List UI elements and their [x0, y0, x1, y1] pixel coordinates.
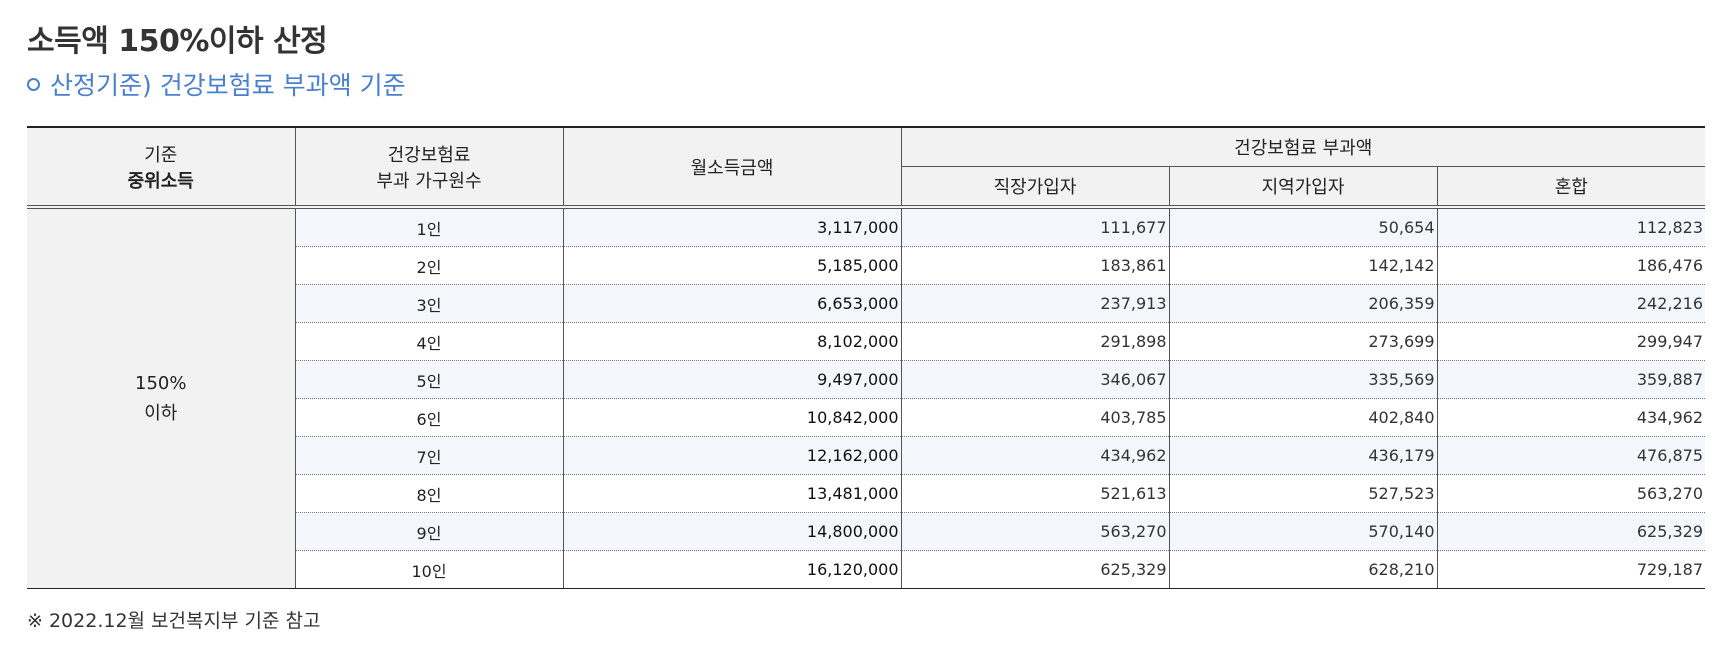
regional-cell: 335,569: [1168, 360, 1438, 399]
income-cell: 14,800,000: [562, 512, 902, 551]
mixed-cell: 729,187: [1436, 550, 1705, 589]
mixed-cell: 625,329: [1436, 512, 1705, 551]
regional-cell: 402,840: [1168, 398, 1438, 437]
mixed-cell: 299,947: [1436, 322, 1705, 361]
page-title: 소득액 150%이하 산정: [27, 24, 328, 59]
regional-cell: 628,210: [1168, 550, 1438, 589]
header-regional: 지역가입자: [1168, 166, 1438, 209]
household-cell: 9인: [295, 512, 564, 551]
employee-cell: 434,962: [900, 436, 1170, 475]
table-body: 150% 이하 1인 3,117,000 111,677 50,654 112,823 2인 5…: [27, 207, 1705, 589]
regional-cell: 436,179: [1168, 436, 1438, 475]
employee-cell: 563,270: [900, 512, 1170, 551]
household-cell: 1인: [294, 207, 564, 247]
table-row: 4인 8,102,000 291,898 273,699 299,947: [27, 322, 1705, 361]
table-row: 7인 12,162,000 434,962 436,179 476,875: [27, 436, 1705, 475]
table-row: 10인 16,120,000 625,329 628,210 729,187: [27, 550, 1705, 589]
header-premium-group: 건강보험료 부과액: [900, 126, 1705, 167]
employee-cell: 403,785: [900, 398, 1170, 437]
mixed-cell: 434,962: [1436, 398, 1705, 437]
regional-cell: 50,654: [1168, 207, 1438, 247]
table-row: 8인 13,481,000 521,613 527,523 563,270: [27, 474, 1705, 513]
income-cell: 16,120,000: [562, 550, 902, 589]
employee-cell: 291,898: [900, 322, 1170, 361]
employee-cell: 625,329: [900, 550, 1170, 589]
table-row: 3인 6,653,000 237,913 206,359 242,216: [27, 284, 1705, 323]
header-mixed: 혼합: [1436, 166, 1705, 209]
mixed-cell: 242,216: [1436, 284, 1705, 323]
mixed-cell: 112,823: [1436, 207, 1705, 247]
regional-cell: 206,359: [1168, 284, 1438, 323]
table-row: 9인 14,800,000 563,270 570,140 625,329: [27, 512, 1705, 551]
household-cell: 2인: [295, 246, 564, 285]
employee-cell: 111,677: [900, 207, 1170, 247]
regional-cell: 527,523: [1168, 474, 1438, 513]
employee-cell: 237,913: [900, 284, 1170, 323]
household-cell: 7인: [295, 436, 564, 475]
income-cell: 5,185,000: [562, 246, 902, 285]
table-row: 150% 이하 1인 3,117,000 111,677 50,654 112,823: [27, 207, 1705, 589]
mixed-cell: 359,887: [1436, 360, 1705, 399]
employee-cell: 521,613: [900, 474, 1170, 513]
regional-cell: 273,699: [1168, 322, 1438, 361]
employee-cell: 346,067: [900, 360, 1170, 399]
employee-cell: 183,861: [900, 246, 1170, 285]
mixed-cell: 186,476: [1436, 246, 1705, 285]
header-standard: 기준 중위소득: [27, 126, 296, 209]
household-cell: 4인: [295, 322, 564, 361]
income-cell: 12,162,000: [562, 436, 902, 475]
mixed-cell: 563,270: [1436, 474, 1705, 513]
income-table: 기준 중위소득 건강보험료 부과 가구원수 월소득금액 건강보험료 부과액 직장…: [27, 126, 1705, 589]
header-employee: 직장가입자: [901, 166, 1170, 209]
income-cell: 9,497,000: [562, 360, 902, 399]
income-cell: 8,102,000: [562, 322, 902, 361]
section-subtitle: 산정기준) 건강보험료 부과액 기준: [27, 66, 406, 102]
header-household: 건강보험료 부과 가구원수: [294, 126, 564, 209]
table-row: 6인 10,842,000 403,785 402,840 434,962: [27, 398, 1705, 437]
income-cell: 13,481,000: [562, 474, 902, 513]
subtitle-text: 산정기준) 건강보험료 부과액 기준: [50, 71, 406, 100]
household-cell: 8인: [295, 474, 564, 513]
income-cell: 3,117,000: [562, 207, 902, 247]
household-cell: 5인: [295, 360, 564, 399]
table-row: 2인 5,185,000 183,861 142,142 186,476: [27, 246, 1705, 285]
household-cell: 10인: [295, 550, 564, 589]
household-cell: 3인: [295, 284, 564, 323]
header-income: 월소득금액: [562, 126, 902, 209]
regional-cell: 142,142: [1168, 246, 1438, 285]
income-cell: 10,842,000: [562, 398, 902, 437]
household-cell: 6인: [295, 398, 564, 437]
mixed-cell: 476,875: [1436, 436, 1705, 475]
footnote: ※ 2022.12월 보건복지부 기준 참고: [27, 610, 321, 632]
standard-cell: 150% 이하: [27, 207, 296, 589]
regional-cell: 570,140: [1168, 512, 1438, 551]
circle-bullet-icon: [27, 77, 40, 91]
table-row: 5인 9,497,000 346,067 335,569 359,887: [27, 360, 1705, 399]
income-cell: 6,653,000: [562, 284, 902, 323]
